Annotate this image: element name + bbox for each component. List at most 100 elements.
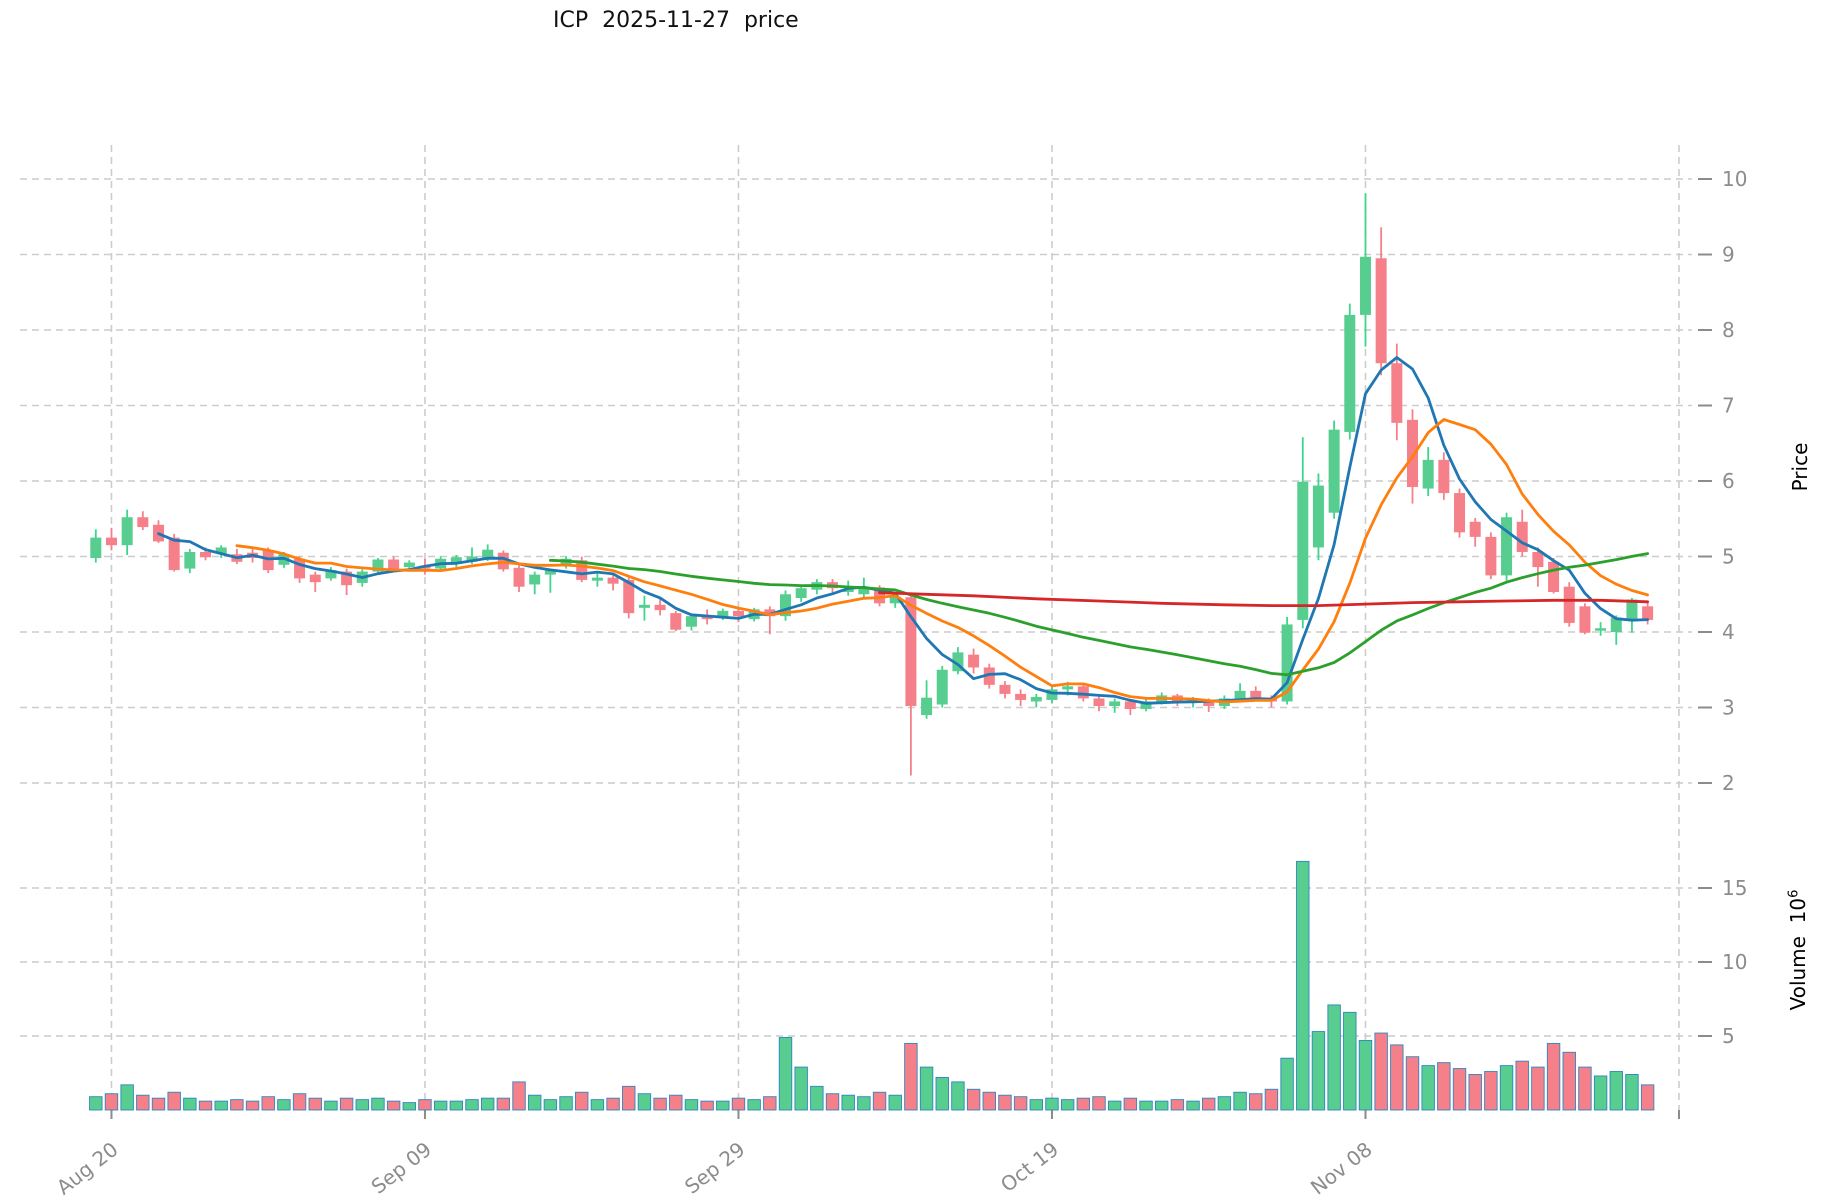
volume-bar [1390,1044,1404,1111]
y-tick-label: 6 [1722,469,1735,493]
volume-bar [120,1084,134,1111]
y-tick-label: 8 [1722,318,1735,342]
volume-bar [1421,1065,1435,1111]
candle-body [1391,363,1403,423]
volume-bar [324,1100,338,1111]
candle-body [482,549,494,559]
candle-body [529,574,541,585]
volume-bar [1296,860,1310,1111]
candle-body [858,588,870,595]
volume-bar [1578,1066,1592,1111]
volume-bar [277,1099,291,1111]
volume-bar [1217,1096,1232,1111]
candle-body [1062,686,1074,690]
volume-bar [951,1081,965,1111]
candle-body [983,667,995,685]
volume-bar [151,1097,166,1111]
volume-axis-exponent: 6 [1786,889,1802,898]
candle-body [607,577,619,584]
volume-bar [1593,1075,1608,1111]
volume-bar [1264,1088,1279,1111]
candle-body [215,547,227,554]
candle-body [936,669,948,705]
candle-body [450,557,462,565]
volume-bar [433,1100,448,1111]
volume-bar [559,1096,573,1111]
candle-body [168,537,180,571]
volume-bar [1311,1031,1326,1111]
volume-bar [214,1100,228,1111]
volume-bars-layer [89,860,1655,1111]
chart-title: ICP 2025-11-27 price [553,8,799,33]
volume-bar [1358,1039,1373,1111]
volume-bar [684,1099,699,1111]
candle-body [638,604,650,608]
candle-body [1642,606,1654,620]
volume-bar [904,1042,918,1111]
volume-bar [167,1091,181,1111]
candle-body [1532,551,1544,568]
x-tick-label: Nov 08 [1306,1137,1377,1200]
volume-bar [998,1094,1012,1111]
volume-bar [575,1091,589,1111]
volume-bar [1139,1100,1153,1111]
volume-bar [1609,1071,1623,1111]
volume-bar [700,1100,714,1111]
volume-bar [1249,1093,1263,1111]
volume-bar [245,1100,260,1111]
candle-body [1610,617,1622,632]
candle-body [874,587,886,604]
x-tick-label: Sep 09 [366,1137,436,1199]
volume-bar [1625,1074,1639,1111]
volume-bar [1233,1091,1247,1111]
y-tick-label: 10 [1722,950,1747,974]
volume-bar [590,1099,605,1111]
candle-body [1077,686,1089,699]
candle-body [1626,599,1638,620]
candle-body [513,567,525,587]
volume-bar [825,1093,840,1111]
volume-bar [1437,1062,1451,1111]
candle-body [1516,521,1528,552]
candle-body [1375,258,1387,364]
candle-body [105,537,117,546]
candle-body [1093,698,1105,706]
y-tick-label: 5 [1722,545,1735,569]
volume-bar [1045,1097,1059,1111]
volume-bar [465,1099,479,1111]
volume-bar [1452,1068,1467,1111]
volume-bar [810,1085,824,1111]
sma-slow-line [549,552,1649,677]
candle-body [121,517,133,546]
x-tick-label: Aug 20 [52,1137,123,1200]
candle-body [325,570,337,579]
candle-body [388,559,400,570]
y-tick-label: 5 [1722,1024,1735,1048]
candle-body [466,556,478,562]
volume-bar [982,1091,996,1111]
candle-body [1124,701,1136,710]
y-tick-label: 9 [1722,243,1735,267]
volume-bar [653,1097,667,1111]
candle-body [1579,606,1591,633]
volume-bar [512,1081,526,1111]
candle-body [1469,521,1481,537]
volume-bar [386,1100,401,1111]
volume-bar [1484,1071,1498,1111]
candle-body [1281,624,1293,702]
candle-body [294,558,306,579]
candle-body [1312,485,1324,548]
volume-bar [794,1066,808,1111]
x-tick-label: Oct 19 [996,1137,1063,1197]
volume-bar [1515,1060,1529,1111]
volume-bar [763,1096,777,1111]
volume-bar [1092,1096,1106,1111]
grid-layer [20,145,1692,1110]
volume-bar [1640,1084,1655,1111]
volume-bar [778,1037,793,1111]
candle-body [732,610,744,617]
y-tick-label: 3 [1722,696,1735,720]
price-axis-title-text: Price [1788,442,1812,492]
candle-body [1046,689,1058,700]
